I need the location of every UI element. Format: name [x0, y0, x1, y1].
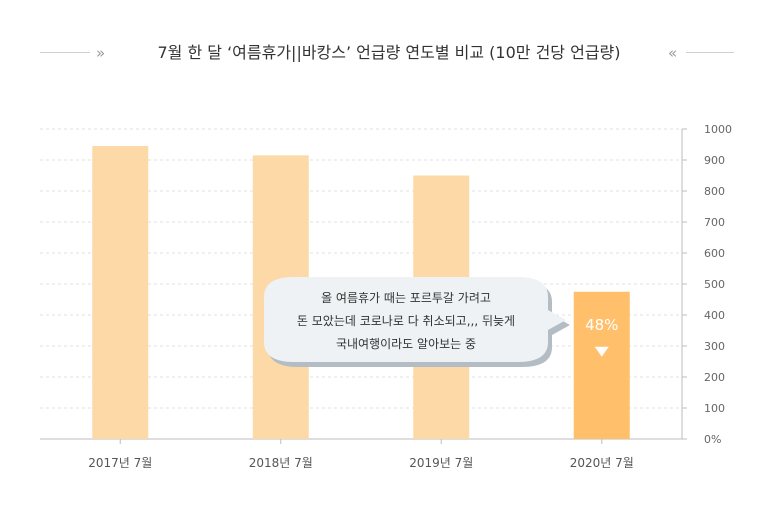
y-tick-label: 200: [704, 371, 725, 384]
y-tick-label: 400: [704, 309, 725, 322]
bar-4: [574, 292, 630, 439]
x-axis-labels: 2017년 7월 2018년 7월 2019년 7월 2020년 7월: [88, 456, 634, 470]
y-tick-label: 700: [704, 216, 725, 229]
y-tick-label: 1000: [704, 123, 732, 136]
bar-1: [92, 146, 148, 439]
y-tick-label: 500: [704, 278, 725, 291]
speech-bubble-line: 국내여행이라도 알아보는 중: [336, 336, 476, 351]
y-tick-label: 300: [704, 340, 725, 353]
speech-bubble-line: 올 여름휴가 때는 포르투갈 가려고: [321, 291, 491, 305]
highlight-value-label: 48%: [585, 316, 618, 334]
x-tick-label: 2020년 7월: [570, 456, 634, 470]
y-axis-ticks: 0% 100 200 300 400 500 600 700 800 900 1000: [704, 123, 732, 446]
y-tick-label: 0%: [704, 433, 721, 446]
y-tick-label: 100: [704, 402, 725, 415]
x-tick-label: 2017년 7월: [88, 456, 152, 470]
speech-bubble-line: 돈 모았는데 코로나로 다 취소되고,,, 뒤늦게: [297, 314, 515, 328]
y-tick-label: 600: [704, 247, 725, 260]
y-tick-label: 800: [704, 185, 725, 198]
x-tick-label: 2019년 7월: [409, 456, 473, 470]
y-tick-label: 900: [704, 154, 725, 167]
x-tick-label: 2018년 7월: [249, 456, 313, 470]
